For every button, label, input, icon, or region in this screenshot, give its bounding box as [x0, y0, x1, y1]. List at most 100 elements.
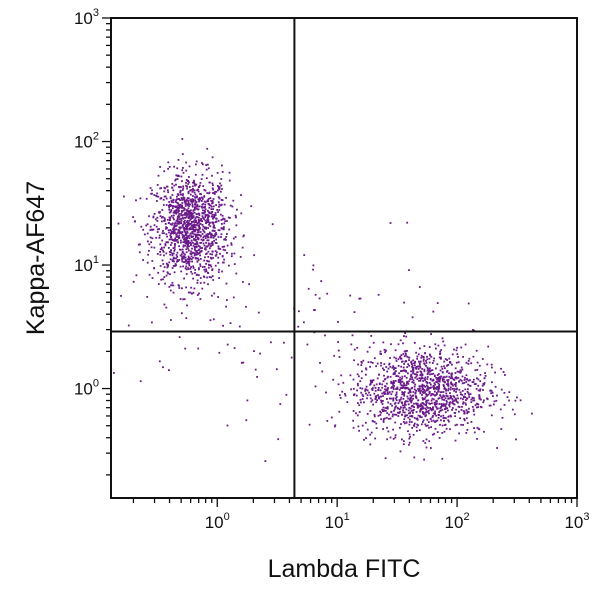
data-point — [166, 271, 169, 274]
data-point — [410, 401, 413, 404]
data-point — [180, 214, 183, 217]
data-point — [187, 268, 190, 270]
data-point — [420, 376, 423, 379]
data-point — [473, 399, 476, 402]
data-point — [408, 437, 411, 440]
data-point — [469, 393, 472, 395]
data-point — [392, 388, 395, 391]
data-point — [185, 286, 187, 289]
data-point — [196, 224, 198, 226]
data-point — [431, 433, 434, 436]
data-point — [182, 223, 185, 226]
data-point — [352, 419, 354, 422]
data-point — [181, 214, 184, 217]
data-point — [424, 442, 427, 444]
data-point — [440, 403, 443, 405]
data-point — [197, 198, 200, 201]
data-point — [215, 204, 217, 206]
data-point — [188, 257, 190, 259]
data-point — [392, 386, 395, 389]
data-point — [203, 206, 206, 209]
data-point — [196, 273, 199, 276]
data-point — [366, 350, 369, 353]
data-point — [172, 216, 175, 219]
data-point — [173, 225, 176, 227]
data-point — [194, 221, 197, 224]
data-point — [205, 245, 208, 248]
data-point — [189, 203, 191, 206]
data-point — [370, 335, 373, 337]
data-point — [178, 204, 180, 206]
data-point — [157, 283, 160, 285]
data-point — [356, 389, 358, 392]
data-point — [184, 219, 186, 222]
data-point — [424, 411, 427, 414]
data-point — [183, 212, 186, 215]
data-point — [407, 409, 410, 412]
data-point — [173, 210, 176, 213]
data-point — [174, 263, 177, 265]
data-point — [429, 354, 432, 357]
data-point — [188, 176, 190, 178]
data-point — [212, 192, 214, 194]
data-point — [167, 229, 170, 232]
data-point — [419, 365, 422, 368]
data-point — [418, 379, 420, 382]
data-point — [208, 243, 211, 246]
data-point — [476, 426, 479, 429]
data-point — [403, 386, 405, 389]
data-point — [187, 223, 190, 226]
data-point — [449, 414, 452, 417]
data-point — [207, 283, 209, 286]
data-point — [236, 208, 238, 211]
data-point — [373, 357, 376, 360]
data-point — [204, 237, 207, 239]
data-point — [181, 257, 184, 259]
data-point — [159, 187, 162, 190]
data-point — [167, 272, 169, 275]
data-point — [148, 273, 151, 276]
data-point — [165, 241, 168, 243]
data-point — [158, 360, 161, 363]
data-point — [395, 397, 397, 400]
data-point — [366, 413, 369, 415]
data-point — [339, 397, 342, 399]
data-point — [183, 221, 185, 223]
data-point — [211, 201, 214, 204]
data-point — [234, 214, 237, 217]
data-point — [185, 260, 188, 262]
data-point — [205, 214, 207, 217]
data-point — [182, 171, 185, 174]
data-point — [403, 411, 406, 414]
data-point — [380, 399, 382, 402]
data-point — [403, 404, 406, 407]
data-point — [148, 249, 150, 252]
data-point — [212, 236, 215, 239]
data-point — [206, 192, 209, 194]
data-point — [490, 392, 492, 395]
data-point — [217, 296, 219, 298]
data-point — [228, 264, 230, 267]
data-point — [416, 423, 419, 426]
data-point — [203, 259, 206, 262]
data-point — [479, 373, 482, 376]
data-point — [429, 378, 432, 380]
data-point — [191, 247, 193, 250]
data-point — [211, 234, 214, 237]
data-point — [149, 229, 152, 231]
data-point — [196, 279, 199, 282]
data-point — [178, 198, 181, 200]
data-point — [387, 392, 390, 395]
data-point — [416, 355, 419, 358]
data-point — [402, 366, 405, 369]
data-point — [238, 325, 241, 328]
data-point — [217, 245, 220, 248]
data-point — [198, 267, 200, 269]
data-point — [396, 387, 399, 390]
data-point — [337, 349, 340, 352]
data-point — [208, 206, 211, 209]
data-point — [182, 298, 185, 301]
data-point — [139, 243, 141, 246]
data-point — [175, 257, 177, 260]
data-point — [156, 253, 159, 255]
